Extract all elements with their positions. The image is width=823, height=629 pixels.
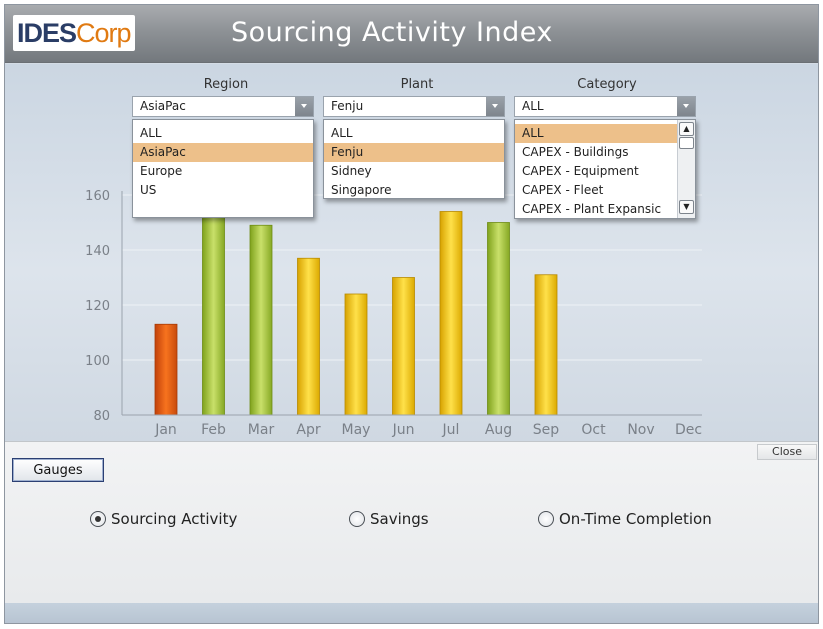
region-dropdown-button[interactable] (295, 97, 313, 116)
x-tick-label: Nov (627, 422, 654, 438)
radio-savings[interactable]: Savings (349, 510, 429, 528)
x-tick-label: Jul (442, 422, 460, 438)
scroll-thumb[interactable] (679, 137, 694, 149)
bar-jul[interactable] (439, 211, 463, 416)
category-select-value: ALL (522, 99, 544, 113)
x-tick-label: Jan (154, 422, 177, 438)
y-tick-label: 100 (85, 354, 110, 369)
radio-sourcing-activity[interactable]: Sourcing Activity (90, 510, 237, 528)
x-tick-label: Oct (581, 422, 606, 438)
x-tick-label: Dec (675, 422, 702, 438)
bar-chart: 80 100 120 140 160 Jan Feb Mar Apr May Jun Jul Aug Se… (85, 189, 702, 438)
close-button[interactable]: Close (757, 444, 817, 460)
radio-unselected-icon[interactable] (538, 511, 554, 527)
region-option[interactable]: US (140, 183, 157, 197)
category-option[interactable]: ALL (515, 124, 677, 143)
x-tick-label: Aug (485, 422, 512, 438)
bar-may[interactable] (344, 293, 368, 416)
scroll-down-icon[interactable]: ▼ (679, 200, 694, 214)
scroll-up-icon[interactable]: ▲ (679, 122, 694, 136)
x-tick-label: May (342, 422, 371, 438)
category-option[interactable]: CAPEX - Plant Expansic (522, 202, 662, 216)
radio-selected-icon[interactable] (90, 511, 106, 527)
radio-label: On-Time Completion (559, 510, 712, 528)
radio-label: Sourcing Activity (111, 510, 238, 528)
x-tick-label: Mar (248, 422, 275, 438)
x-tick-label: Apr (296, 422, 320, 438)
category-scrollbar[interactable]: ▲ ▼ (677, 120, 695, 218)
app-window: IDES Corp Sourcing Activity Index 80 100 12… (4, 4, 819, 624)
plant-dropdown-button[interactable] (486, 97, 504, 116)
category-option[interactable]: CAPEX - Fleet (522, 183, 604, 197)
region-dropdown-list: ALL AsiaPac Europe US (132, 119, 314, 218)
bar-mar[interactable] (249, 224, 273, 416)
region-option[interactable]: Europe (140, 164, 183, 178)
plant-label: Plant (400, 77, 434, 92)
region-option[interactable]: AsiaPac (133, 143, 313, 162)
category-dropdown-button[interactable] (677, 97, 695, 116)
y-tick-label: 120 (85, 299, 110, 314)
control-panel: Close Gauges Sourcing Activity Savings O… (5, 441, 818, 603)
region-option[interactable]: ALL (140, 126, 162, 140)
bar-jan[interactable] (154, 323, 178, 416)
region-label: Region (203, 77, 249, 92)
chevron-down-icon (492, 104, 498, 108)
y-tick-label: 160 (85, 189, 110, 204)
footer-strip (5, 603, 818, 623)
region-select-value: AsiaPac (140, 99, 186, 113)
plant-option[interactable]: ALL (331, 126, 353, 140)
header-bar: IDES Corp Sourcing Activity Index (5, 5, 818, 63)
y-tick-label: 80 (93, 409, 110, 424)
plant-option[interactable]: Sidney (331, 164, 372, 178)
category-dropdown-list: ALL CAPEX - Buildings CAPEX - Equipment … (514, 119, 696, 219)
plant-select[interactable]: Fenju (323, 96, 505, 117)
x-tick-label: Jun (392, 422, 415, 438)
category-option[interactable]: CAPEX - Equipment (522, 164, 639, 178)
bar-sep[interactable] (534, 274, 558, 416)
chevron-down-icon (683, 104, 689, 108)
bar-jun[interactable] (392, 277, 415, 416)
x-tick-label: Feb (201, 422, 226, 438)
y-tick-label: 140 (85, 244, 110, 259)
company-logo: IDES Corp (13, 15, 135, 51)
bar-apr[interactable] (297, 257, 320, 416)
x-tick-label: Sep (533, 422, 560, 438)
category-option[interactable]: CAPEX - Buildings (522, 145, 629, 159)
radio-unselected-icon[interactable] (349, 511, 365, 527)
radio-label: Savings (370, 510, 429, 528)
category-label: Category (577, 77, 637, 92)
plant-select-value: Fenju (331, 99, 364, 113)
gauges-button[interactable]: Gauges (12, 458, 104, 482)
region-select[interactable]: AsiaPac (132, 96, 314, 117)
plant-option[interactable]: Singapore (331, 183, 392, 197)
page-title: Sourcing Activity Index (231, 17, 553, 48)
bar-feb[interactable] (202, 205, 225, 416)
radio-on-time-completion[interactable]: On-Time Completion (538, 510, 712, 528)
category-select[interactable]: ALL (514, 96, 696, 117)
bar-aug[interactable] (487, 222, 510, 416)
plant-option[interactable]: Fenju (324, 143, 504, 162)
chart-area: 80 100 120 140 160 Jan Feb Mar Apr May Jun Jul Aug Se… (5, 64, 818, 441)
chevron-down-icon (301, 104, 307, 108)
plant-dropdown-list: ALL Fenju Sidney Singapore (323, 119, 505, 199)
